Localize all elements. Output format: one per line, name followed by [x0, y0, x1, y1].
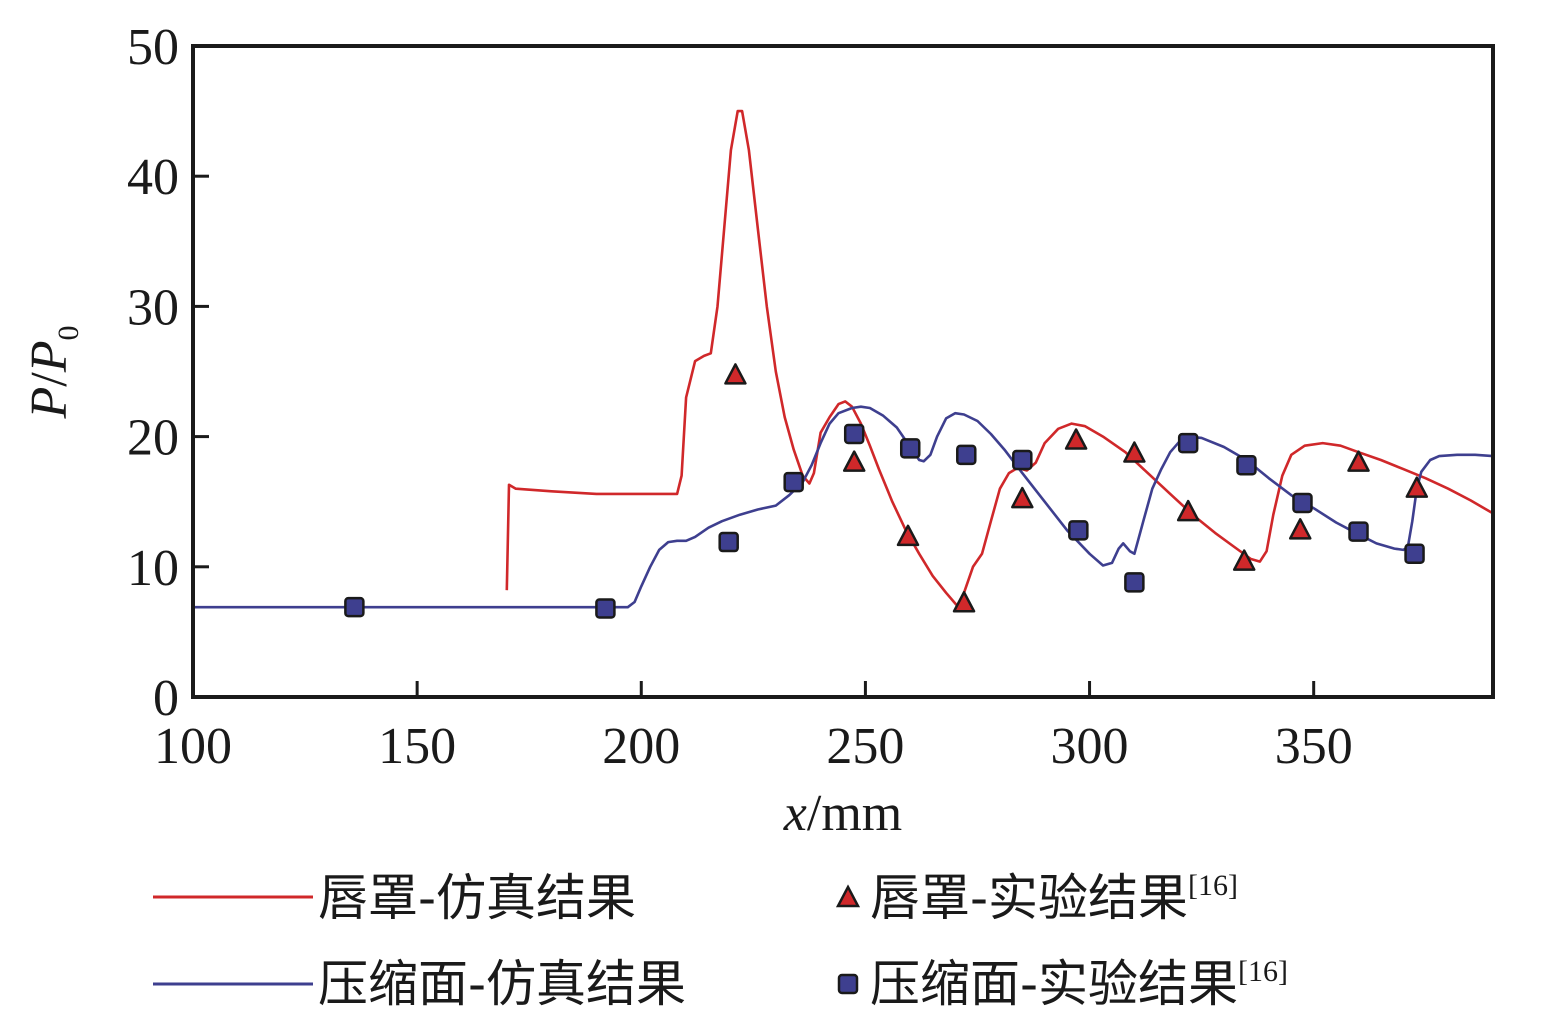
comp-exp-point-8: [1068, 520, 1089, 541]
comp-exp-point-11: [1236, 454, 1257, 476]
lip-exp-point-4: [1011, 486, 1034, 509]
y-label-subscript: 0: [52, 326, 85, 341]
y-tick-label-50: 50: [127, 19, 179, 76]
x-tick-label-150: 150: [378, 718, 456, 775]
lip-exp-point-6: [1123, 441, 1146, 463]
y-label-slash: /: [21, 372, 78, 387]
comp-exp-point-12: [1292, 492, 1313, 514]
x-tick-label-200: 200: [602, 718, 680, 775]
lip-exp-point-11: [1405, 476, 1429, 498]
legend-entry-comp-exp: 压缩面-实验结果[16]: [870, 955, 1288, 1013]
plot-frame: [191, 44, 1495, 699]
comp-exp-point-7: [1012, 449, 1033, 471]
comp-exp-point-1: [595, 598, 616, 619]
y-tick-label-10: 10: [127, 540, 179, 597]
comp-exp-point-6: [956, 444, 977, 466]
lip-exp-point-3: [952, 591, 976, 613]
legend-marker-lip-exp: [835, 884, 861, 908]
legend-label-lip-sim: 唇罩-仿真结果: [318, 869, 636, 927]
x-tick-label-300: 300: [1051, 718, 1129, 775]
comp-exp-point-3: [783, 471, 804, 493]
legend-label-comp-sim: 压缩面-仿真结果: [318, 955, 686, 1013]
legend-marker-comp-exp: [837, 973, 859, 995]
y-tick-label-30: 30: [127, 279, 179, 336]
x-label-var: x: [783, 785, 807, 842]
series-line-lip-sim: [505, 109, 1493, 608]
series-layer: [193, 109, 1493, 619]
lip-exp-point-8: [1232, 549, 1256, 571]
comp-exp-point-10: [1177, 432, 1199, 454]
comp-exp-point-0: [344, 596, 365, 618]
lip-exp-point-9: [1288, 518, 1312, 540]
legend: 唇罩-仿真结果 唇罩-实验结果[16] 压缩面-仿真结果 压缩面-实验结果[16…: [153, 869, 1288, 1013]
y-tick-label-0: 0: [153, 670, 179, 727]
x-label-unit: /mm: [807, 785, 902, 842]
comp-exp-point-14: [1404, 543, 1425, 565]
lip-exp-point-5: [1064, 428, 1088, 450]
x-tick-label-100: 100: [154, 718, 232, 775]
legend-label-lip-exp: 唇罩-实验结果: [870, 869, 1188, 927]
y-label-numerator: P: [21, 387, 78, 420]
lip-exp-point-10: [1347, 450, 1370, 472]
lip-exp-point-0: [724, 363, 747, 385]
comp-exp-point-9: [1124, 572, 1145, 593]
series-line-comp-sim: [193, 405, 1493, 609]
y-label-denominator: P: [21, 341, 78, 374]
y-axis-label: P/P0: [21, 326, 85, 420]
x-tick-label-250: 250: [826, 718, 904, 775]
legend-ref-lip-exp: [16]: [1188, 869, 1238, 902]
lip-exp-point-1: [842, 450, 866, 472]
lip-exp-point-2: [896, 524, 920, 547]
y-tick-label-20: 20: [127, 410, 179, 467]
legend-entry-lip-exp: 唇罩-实验结果[16]: [870, 869, 1238, 927]
x-axis-label: x/mm: [783, 785, 902, 842]
x-tick-label-350: 350: [1275, 718, 1353, 775]
y-tick-label-40: 40: [127, 149, 179, 206]
legend-ref-comp-exp: [16]: [1238, 955, 1288, 988]
legend-label-comp-exp: 压缩面-实验结果: [870, 955, 1238, 1013]
comp-exp-point-5: [899, 438, 921, 459]
lip-exp-point-7: [1176, 499, 1200, 522]
comp-exp-point-13: [1348, 521, 1369, 542]
comp-exp-point-2: [718, 531, 739, 553]
comp-exp-point-4: [843, 423, 865, 445]
ticks-layer: 100 150 200 250 300 350 0 10 20 30 40 50: [127, 19, 1353, 775]
